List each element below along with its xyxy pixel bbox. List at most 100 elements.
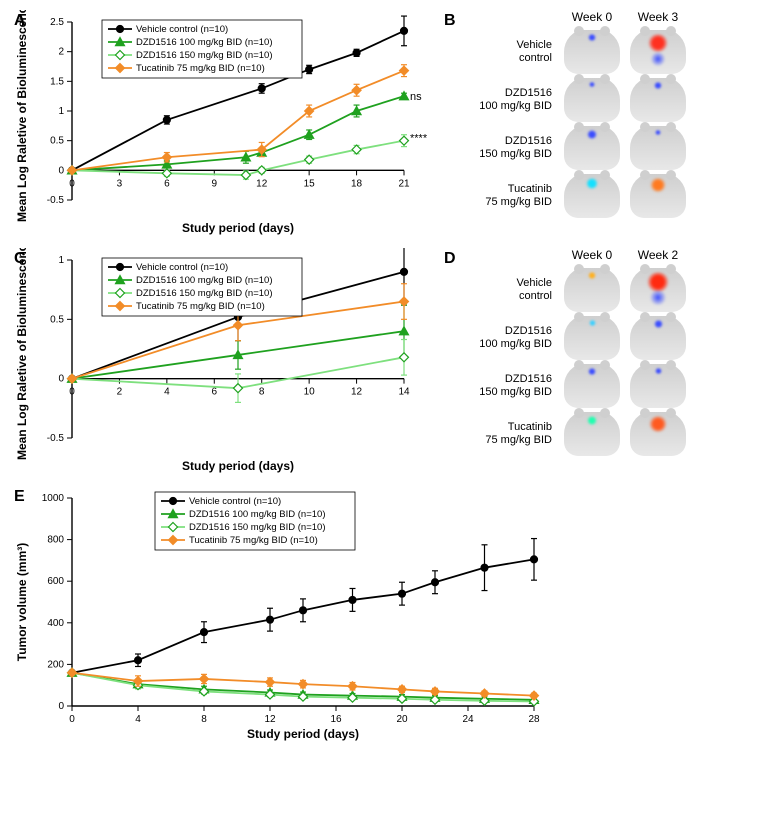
svg-text:DZD1516 100 mg/kg BID (n=10): DZD1516 100 mg/kg BID (n=10) <box>189 509 326 520</box>
mouse-cell <box>628 78 688 122</box>
mouse-cell <box>562 316 622 360</box>
mouse-cell <box>628 316 688 360</box>
svg-text:Tucatinib 75 mg/kg BID (n=10): Tucatinib 75 mg/kg BID (n=10) <box>136 301 265 312</box>
panel-c-label: C <box>14 250 26 268</box>
mice-row-label: DZD1516150 mg/kg BID <box>466 126 556 170</box>
svg-text:2.5: 2.5 <box>50 17 64 28</box>
panel-a: A 0 3 6 9 12 15 18 21 -0.5 0 0.5 1 1.5 2 2.5 Study peri… <box>10 10 440 240</box>
svg-text:24: 24 <box>462 714 474 725</box>
svg-text:1: 1 <box>58 106 64 117</box>
svg-text:20: 20 <box>396 714 408 725</box>
svg-text:15: 15 <box>304 178 316 189</box>
svg-text:Study period (days): Study period (days) <box>182 459 294 473</box>
svg-text:21: 21 <box>398 178 410 189</box>
svg-text:1: 1 <box>58 255 64 266</box>
panel-e: E 048121620242802004006008001000Study pe… <box>10 486 570 746</box>
panel-e-label: E <box>14 488 25 506</box>
row-ab: A 0 3 6 9 12 15 18 21 -0.5 0 0.5 1 1.5 2 2.5 Study peri… <box>10 10 774 240</box>
svg-text:Vehicle control (n=10): Vehicle control (n=10) <box>136 24 228 35</box>
panel-c: C 0 2 4 6 8 10 12 14 -0.5 0 0.5 1 Study period (days… <box>10 248 440 478</box>
mice-col-header: Week 2 <box>628 248 688 264</box>
svg-text:Tucatinib 75 mg/kg BID (n=10): Tucatinib 75 mg/kg BID (n=10) <box>189 535 318 546</box>
svg-text:4: 4 <box>135 714 141 725</box>
svg-text:8: 8 <box>201 714 207 725</box>
svg-text:Study period (days): Study period (days) <box>247 727 359 741</box>
mouse-cell <box>628 412 688 456</box>
svg-text:Vehicle control (n=10): Vehicle control (n=10) <box>136 262 228 273</box>
mice-col-header: Week 3 <box>628 10 688 26</box>
svg-text:-0.5: -0.5 <box>47 433 65 444</box>
panel-b-label: B <box>444 12 456 30</box>
mouse-cell <box>562 174 622 218</box>
svg-text:200: 200 <box>47 659 64 670</box>
svg-text:0.5: 0.5 <box>50 136 64 147</box>
mouse-cell <box>562 78 622 122</box>
svg-text:10: 10 <box>304 387 316 398</box>
svg-text:16: 16 <box>330 714 342 725</box>
mouse-cell <box>562 126 622 170</box>
figure: A 036912151821-0.500.511.522.5Study peri… <box>10 10 774 746</box>
svg-text:0: 0 <box>69 387 75 398</box>
svg-text:18: 18 <box>351 178 363 189</box>
mice-col-header: Week 0 <box>562 10 622 26</box>
svg-text:ns: ns <box>410 91 422 103</box>
svg-text:0: 0 <box>58 374 64 385</box>
panel-d-label: D <box>444 250 456 268</box>
svg-text:0.5: 0.5 <box>50 314 64 325</box>
mouse-cell <box>628 268 688 312</box>
svg-text:-0.5: -0.5 <box>47 195 65 206</box>
svg-text:12: 12 <box>256 178 268 189</box>
svg-text:DZD1516 100 mg/kg BID (n=10): DZD1516 100 mg/kg BID (n=10) <box>136 275 273 286</box>
svg-text:Study period (days): Study period (days) <box>182 221 294 235</box>
mouse-cell <box>562 268 622 312</box>
svg-text:Tumor volume (mm³): Tumor volume (mm³) <box>15 543 29 661</box>
panel-a-label: A <box>14 12 26 30</box>
mouse-cell <box>562 412 622 456</box>
svg-text:400: 400 <box>47 618 64 629</box>
svg-text:2: 2 <box>117 387 123 398</box>
svg-text:6: 6 <box>164 178 170 189</box>
mouse-cell <box>628 30 688 74</box>
svg-text:1.5: 1.5 <box>50 76 64 87</box>
svg-text:DZD1516 150 mg/kg BID (n=10): DZD1516 150 mg/kg BID (n=10) <box>189 522 326 533</box>
svg-text:0: 0 <box>58 701 64 712</box>
svg-text:0: 0 <box>58 165 64 176</box>
svg-text:800: 800 <box>47 535 64 546</box>
svg-text:8: 8 <box>259 387 265 398</box>
svg-text:0: 0 <box>69 714 75 725</box>
mice-row-label: Vehiclecontrol <box>466 268 556 312</box>
svg-text:Mean Log Raletive of Biolumine: Mean Log Raletive of Bioluminescence <box>15 10 29 222</box>
mice-row-label: DZD1516100 mg/kg BID <box>466 316 556 360</box>
mice-grid: Week 0 Week 3 VehiclecontrolDZD1516100 mg/… <box>466 10 770 218</box>
svg-text:600: 600 <box>47 576 64 587</box>
svg-text:12: 12 <box>351 387 363 398</box>
mice-row-label: Tucatinib75 mg/kg BID <box>466 412 556 456</box>
mice-row-label: Vehiclecontrol <box>466 30 556 74</box>
svg-text:4: 4 <box>164 387 170 398</box>
svg-text:6: 6 <box>212 387 218 398</box>
svg-text:12: 12 <box>264 714 276 725</box>
row-cd: C 0 2 4 6 8 10 12 14 -0.5 0 0.5 1 Study period (days… <box>10 248 774 478</box>
svg-text:3: 3 <box>117 178 123 189</box>
row-e: E 048121620242802004006008001000Study pe… <box>10 486 774 746</box>
mice-row-label: DZD1516150 mg/kg BID <box>466 364 556 408</box>
svg-text:DZD1516 100 mg/kg BID (n=10): DZD1516 100 mg/kg BID (n=10) <box>136 37 273 48</box>
mice-col-header: Week 0 <box>562 248 622 264</box>
svg-text:14: 14 <box>398 387 410 398</box>
svg-text:2: 2 <box>58 47 64 58</box>
mouse-cell <box>562 364 622 408</box>
svg-text:Tucatinib 75 mg/kg BID (n=10): Tucatinib 75 mg/kg BID (n=10) <box>136 63 265 74</box>
mouse-cell <box>628 364 688 408</box>
svg-text:Mean Log Raletive of Biolumine: Mean Log Raletive of Bioluminescence <box>15 248 29 460</box>
svg-text:Vehicle control (n=10): Vehicle control (n=10) <box>189 496 281 507</box>
svg-text:9: 9 <box>212 178 218 189</box>
mouse-cell <box>628 126 688 170</box>
panel-b: B Week 0 Week 3 VehiclecontrolDZD1516100 m… <box>440 10 770 218</box>
svg-text:28: 28 <box>528 714 540 725</box>
mice-grid: Week 0 Week 2 VehiclecontrolDZD1516100 mg/… <box>466 248 770 456</box>
mouse-cell <box>562 30 622 74</box>
panel-d: D Week 0 Week 2 VehiclecontrolDZD1516100 m… <box>440 248 770 456</box>
svg-text:0: 0 <box>69 178 75 189</box>
mice-row-label: DZD1516100 mg/kg BID <box>466 78 556 122</box>
mice-row-label: Tucatinib75 mg/kg BID <box>466 174 556 218</box>
